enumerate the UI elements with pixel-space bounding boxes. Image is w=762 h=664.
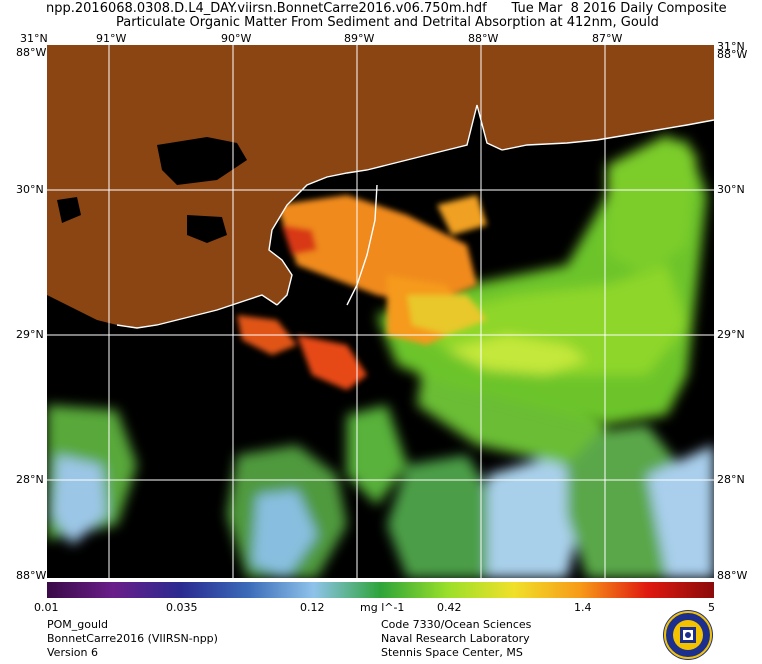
top-lon-label: 91°W <box>96 32 127 45</box>
lat-label-left: 29°N <box>16 328 44 341</box>
lat-label-left: 30°N <box>16 183 44 196</box>
colorbar-tick-label: 0.12 <box>300 601 325 614</box>
plume-patch <box>487 455 587 578</box>
sediment-yellow <box>407 295 487 335</box>
plume-patch <box>387 455 497 578</box>
sediment-red <box>297 335 367 390</box>
coastline <box>501 119 714 151</box>
lake <box>187 215 227 243</box>
colorbar-units: mg l^-1 <box>360 601 405 614</box>
colorbar-gradient <box>47 582 714 598</box>
plume-patch <box>647 445 714 578</box>
plume-patch <box>567 425 687 578</box>
colorbar <box>47 582 714 598</box>
corner-lat-top-left: 31°N <box>20 32 48 45</box>
lat-label-right: 29°N <box>717 328 745 341</box>
satellite-map <box>47 45 714 578</box>
colorbar-tick-label: 0.42 <box>437 601 462 614</box>
corner-lon-top-right: 88°W <box>717 48 748 61</box>
plume-bright <box>447 335 587 375</box>
corner-lon-top-left: 88°W <box>16 46 47 59</box>
corner-lon-bottom-left: 88°W <box>16 569 47 582</box>
colorbar-tick-label: 1.4 <box>574 601 592 614</box>
top-lon-label: 87°W <box>592 32 623 45</box>
sediment-red <box>282 225 317 255</box>
sediment-orange <box>277 195 477 305</box>
land <box>47 45 714 328</box>
lake <box>157 137 247 185</box>
nrl-seal-logo <box>663 610 713 660</box>
colorbar-tick-label: 5 <box>708 601 715 614</box>
lat-label-left: 28°N <box>16 473 44 486</box>
top-lon-label: 90°W <box>221 32 252 45</box>
header-line1: npp.2016068.0308.D.L4_DAY.viirsn.BonnetC… <box>46 1 727 16</box>
footer-right-code: Code 7330/Ocean Sciences <box>381 618 532 631</box>
footer-left-project: BonnetCarre2016 (VIIRSN-npp) <box>47 632 218 645</box>
plume-patch <box>252 490 317 578</box>
top-lon-label: 89°W <box>344 32 375 45</box>
coastline <box>116 294 278 329</box>
corner-lon-bottom-right: 88°W <box>717 569 748 582</box>
sediment-orange <box>437 195 487 235</box>
header-line2: Particulate Organic Matter From Sediment… <box>116 15 659 30</box>
colorbar-tick-label: 0.035 <box>166 601 198 614</box>
coastline <box>268 104 503 306</box>
lake <box>57 197 81 223</box>
colorbar-tick-label: 0.01 <box>34 601 59 614</box>
plume-patch <box>52 455 107 545</box>
plume-east-edge <box>607 135 697 275</box>
lat-label-right: 28°N <box>717 473 745 486</box>
top-lon-label: 88°W <box>468 32 499 45</box>
delta-channel <box>346 184 378 306</box>
footer-right-location: Stennis Space Center, MS <box>381 646 523 659</box>
lat-label-right: 30°N <box>717 183 745 196</box>
footer-left-product: POM_gould <box>47 618 109 631</box>
corner-lat-top-right: 31°N <box>717 40 745 53</box>
footer-left-version: Version 6 <box>47 646 98 659</box>
footer-right-lab: Naval Research Laboratory <box>381 632 530 645</box>
